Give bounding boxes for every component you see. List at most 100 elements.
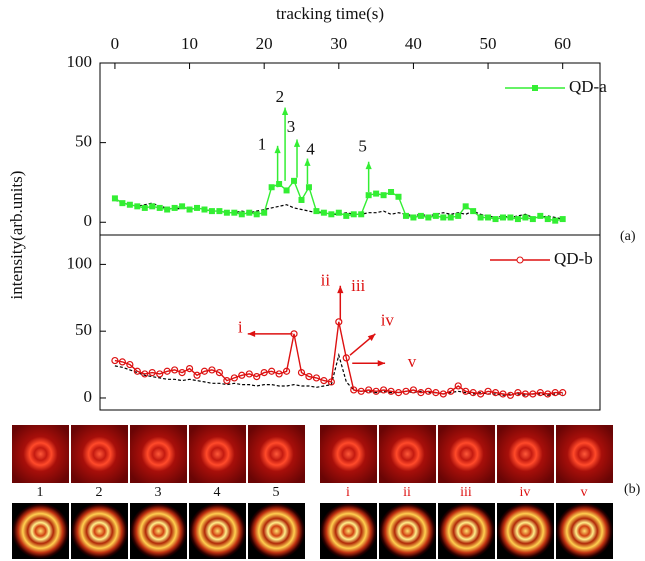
arrow-head [248, 331, 255, 337]
marker [291, 178, 297, 184]
pl-image [497, 425, 554, 483]
marker [470, 208, 476, 214]
marker [515, 216, 521, 222]
pl-image [189, 425, 246, 483]
marker [366, 192, 372, 198]
image-label: 4 [214, 485, 221, 500]
pl-image [438, 425, 495, 483]
annotation: iii [351, 276, 365, 295]
annotation: 5 [358, 136, 367, 155]
annotation: iv [381, 311, 395, 330]
image-label: i [346, 485, 350, 500]
arrow-head [378, 360, 385, 366]
simulated-image [497, 503, 554, 559]
panel-label: (a) [620, 229, 636, 244]
marker [298, 197, 304, 203]
marker [134, 203, 140, 209]
marker [388, 189, 394, 195]
marker [537, 213, 543, 219]
arrow-head [304, 159, 310, 166]
y-tick-label: 0 [84, 211, 93, 230]
marker [418, 213, 424, 219]
arrow-head [337, 286, 343, 293]
simulated-image [248, 503, 305, 559]
annotation: 4 [306, 139, 315, 158]
marker [351, 211, 357, 217]
marker [157, 205, 163, 211]
simulated-image [189, 503, 246, 559]
y-tick-label: 0 [84, 387, 93, 406]
marker [254, 211, 260, 217]
marker [179, 203, 185, 209]
arrow-head [274, 146, 280, 153]
y-tick-label: 100 [67, 52, 93, 71]
y-tick-label: 50 [75, 320, 92, 339]
marker [343, 213, 349, 219]
marker [284, 187, 290, 193]
pl-image [130, 425, 187, 483]
marker [403, 213, 409, 219]
marker [545, 216, 551, 222]
marker [231, 210, 237, 216]
annotation: 2 [276, 87, 285, 106]
page: {"chart_data": [ {"type": "line", "xlabe… [0, 0, 645, 561]
pl-image [12, 425, 69, 483]
image-label: iv [520, 485, 531, 500]
image-label: 5 [273, 485, 280, 500]
annotation: i [238, 317, 243, 336]
marker [194, 205, 200, 211]
marker [381, 192, 387, 198]
image-label: 1 [37, 485, 44, 500]
plot-frame [100, 235, 600, 410]
marker [485, 214, 491, 220]
marker [493, 216, 499, 222]
panel-label: (b) [624, 482, 641, 497]
marker [373, 191, 379, 197]
marker [164, 207, 170, 213]
y-axis-title: intensity(arb.units) [7, 171, 26, 300]
marker [522, 214, 528, 220]
y-tick-label: 100 [67, 253, 93, 272]
legend-marker [517, 257, 523, 263]
marker [560, 216, 566, 222]
legend-label: QD-a [569, 77, 607, 96]
arrow-head [282, 108, 288, 115]
marker [500, 214, 506, 220]
figure: 12345iiiiiiivv 0501000102030405060tracki… [0, 0, 645, 561]
image-label: 2 [96, 485, 103, 500]
x-tick-label: 30 [330, 34, 347, 53]
marker [530, 216, 536, 222]
marker [313, 208, 319, 214]
simulated-image [438, 503, 495, 559]
annotation: ii [321, 271, 331, 290]
marker [224, 210, 230, 216]
marker [448, 214, 454, 220]
legend-marker [532, 85, 538, 91]
marker [201, 207, 207, 213]
marker [187, 207, 193, 213]
series-line [115, 322, 563, 396]
marker [336, 210, 342, 216]
marker [127, 202, 133, 208]
marker [172, 205, 178, 211]
marker [306, 184, 312, 190]
marker [328, 211, 334, 217]
legend-label: QD-b [554, 249, 593, 268]
arrow-head [366, 162, 372, 169]
x-tick-label: 40 [405, 34, 422, 53]
marker [269, 184, 275, 190]
marker [440, 214, 446, 220]
marker [433, 213, 439, 219]
image-label: iii [460, 485, 472, 500]
marker [396, 194, 402, 200]
marker [410, 214, 416, 220]
marker [246, 210, 252, 216]
image-label: ii [403, 485, 411, 500]
marker [552, 218, 558, 224]
pl-image [71, 425, 128, 483]
marker [321, 210, 327, 216]
marker [112, 195, 118, 201]
marker [239, 211, 245, 217]
marker [358, 211, 364, 217]
